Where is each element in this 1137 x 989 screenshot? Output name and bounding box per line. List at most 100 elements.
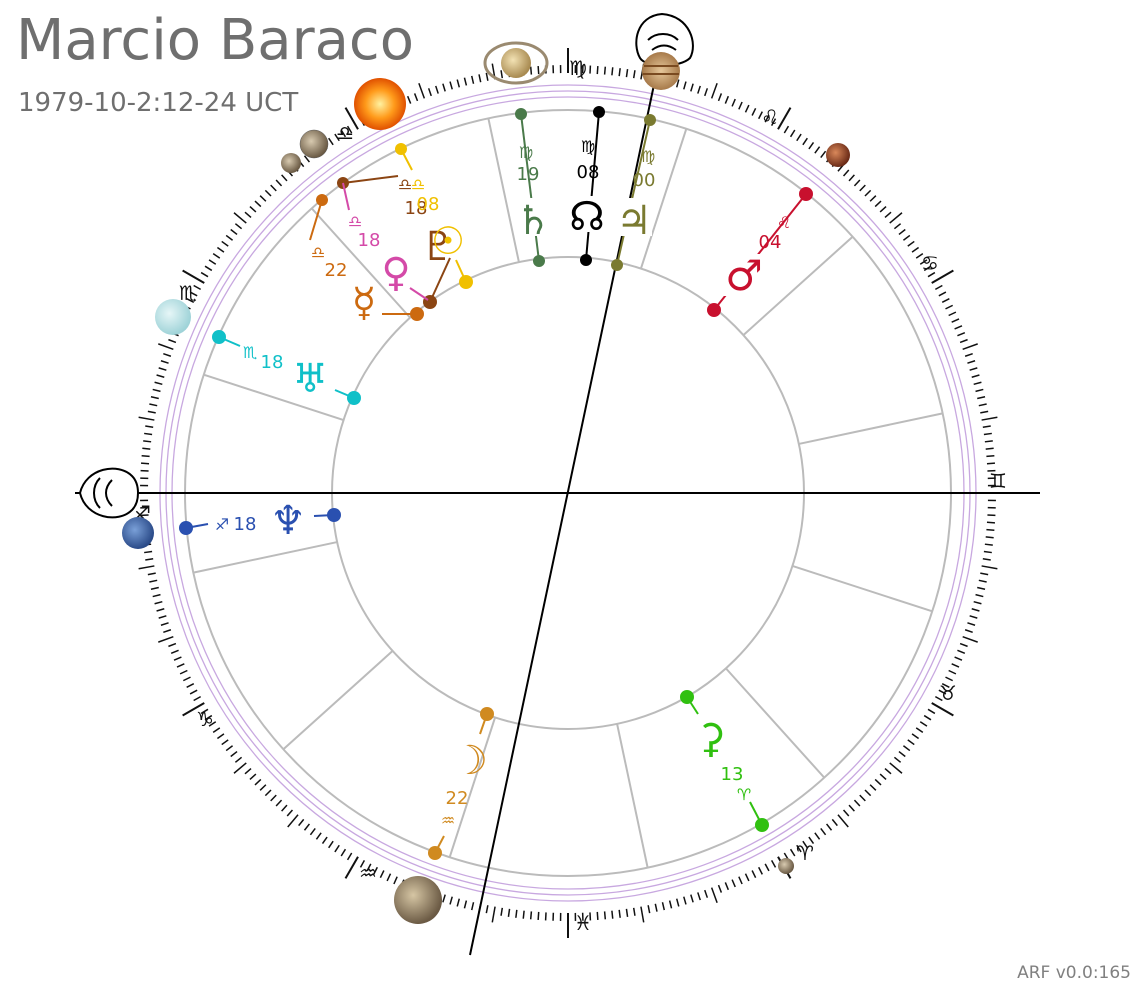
degree-tick bbox=[281, 804, 288, 812]
degree-tick bbox=[156, 608, 165, 612]
degree-tick bbox=[869, 784, 877, 791]
degree-tick bbox=[764, 863, 770, 872]
pluto-body bbox=[299, 129, 329, 159]
house-cusp-line bbox=[282, 650, 394, 751]
svg-text:♃: ♃ bbox=[616, 198, 652, 244]
degree-tick bbox=[879, 206, 887, 213]
planet-moon: ☽ 22 ♒ bbox=[428, 707, 494, 860]
degree-tick bbox=[898, 750, 906, 758]
svg-text:22: 22 bbox=[446, 788, 469, 809]
svg-text:♍: ♍ bbox=[519, 143, 533, 162]
degree-tick bbox=[303, 155, 311, 163]
svg-text:22: 22 bbox=[325, 260, 348, 281]
sign-pisces: ♓ bbox=[574, 911, 592, 935]
degree-tick bbox=[259, 195, 267, 202]
degree-tick bbox=[986, 462, 996, 465]
degree-tick bbox=[690, 894, 694, 903]
degree-tick bbox=[945, 676, 954, 682]
degree-tick bbox=[971, 608, 980, 612]
svg-text:18: 18 bbox=[358, 230, 381, 251]
degree-tick bbox=[182, 676, 191, 682]
degree-tick bbox=[145, 425, 154, 429]
degree-tick bbox=[154, 600, 163, 605]
degree-tick bbox=[144, 432, 153, 436]
degree-tick bbox=[919, 259, 928, 265]
degree-tick bbox=[491, 906, 496, 923]
degree-tick bbox=[907, 739, 915, 746]
degree-tick bbox=[710, 887, 718, 903]
degree-tick bbox=[938, 291, 947, 297]
degree-tick bbox=[796, 133, 802, 142]
degree-tick bbox=[179, 669, 188, 675]
degree-tick bbox=[233, 762, 247, 774]
degree-tick bbox=[971, 374, 980, 378]
degree-tick bbox=[820, 827, 827, 836]
degree-tick bbox=[275, 799, 283, 807]
svg-text:♂: ♂ bbox=[725, 251, 763, 300]
degree-tick bbox=[848, 174, 855, 182]
degree-tick bbox=[158, 615, 167, 619]
degree-tick bbox=[884, 211, 892, 219]
degree-tick bbox=[983, 432, 992, 436]
degree-tick bbox=[275, 179, 283, 187]
svg-text:18: 18 bbox=[234, 514, 257, 535]
svg-text:☽: ☽ bbox=[452, 738, 488, 784]
degree-tick bbox=[149, 579, 158, 583]
degree-tick bbox=[948, 669, 957, 675]
degree-tick bbox=[309, 827, 316, 836]
degree-tick bbox=[842, 809, 850, 817]
degree-tick bbox=[485, 905, 489, 914]
degree-tick bbox=[951, 663, 960, 668]
degree-tick bbox=[168, 338, 177, 344]
jupiter-body bbox=[642, 52, 680, 90]
degree-tick bbox=[874, 200, 882, 208]
degree-tick bbox=[697, 892, 701, 901]
moon-body bbox=[394, 876, 442, 924]
degree-tick bbox=[697, 85, 701, 94]
degree-tick bbox=[140, 462, 150, 465]
degree-tick bbox=[449, 896, 453, 905]
degree-tick bbox=[212, 253, 221, 259]
degree-tick bbox=[221, 240, 229, 247]
sign-gemini: ♊ bbox=[989, 469, 1007, 493]
degree-tick bbox=[340, 848, 347, 857]
svg-text:⚳: ⚳ bbox=[696, 716, 725, 762]
degree-tick bbox=[611, 67, 614, 76]
house-cusp-line bbox=[487, 118, 520, 263]
svg-text:18: 18 bbox=[261, 352, 284, 373]
degree-tick bbox=[710, 83, 718, 99]
degree-tick bbox=[704, 88, 709, 97]
degree-tick bbox=[842, 169, 850, 177]
degree-tick bbox=[731, 98, 736, 107]
degree-tick bbox=[413, 93, 419, 102]
degree-tick bbox=[986, 454, 995, 458]
degree-tick bbox=[303, 823, 311, 831]
chart-title: Marcio Baraco bbox=[16, 8, 414, 73]
house-cusp-line bbox=[616, 723, 649, 868]
house-cusps bbox=[193, 118, 943, 868]
degree-tick bbox=[328, 840, 334, 849]
degree-tick bbox=[168, 642, 177, 648]
degree-tick bbox=[724, 882, 730, 891]
degree-tick bbox=[147, 572, 156, 576]
svg-text:04: 04 bbox=[759, 232, 782, 253]
degree-tick bbox=[923, 714, 932, 721]
degree-tick bbox=[204, 265, 213, 272]
degree-tick bbox=[244, 767, 252, 775]
degree-tick bbox=[287, 814, 299, 828]
svg-text:☿: ☿ bbox=[352, 280, 377, 326]
house-cusp-line bbox=[310, 207, 411, 319]
degree-tick bbox=[980, 410, 989, 414]
degree-tick bbox=[150, 586, 159, 591]
sign-virgo-top: ♍ bbox=[569, 56, 587, 80]
degree-tick bbox=[654, 903, 658, 912]
degree-tick bbox=[668, 900, 673, 909]
sign-capricorn: ♑ bbox=[196, 707, 214, 731]
degree-tick bbox=[986, 528, 995, 532]
degree-tick bbox=[321, 836, 328, 845]
degree-tick bbox=[596, 65, 599, 75]
degree-tick bbox=[286, 809, 294, 817]
planet-neptune: ♐ 18 ♆ bbox=[179, 498, 341, 544]
degree-tick bbox=[978, 579, 987, 583]
degree-tick bbox=[259, 784, 267, 791]
